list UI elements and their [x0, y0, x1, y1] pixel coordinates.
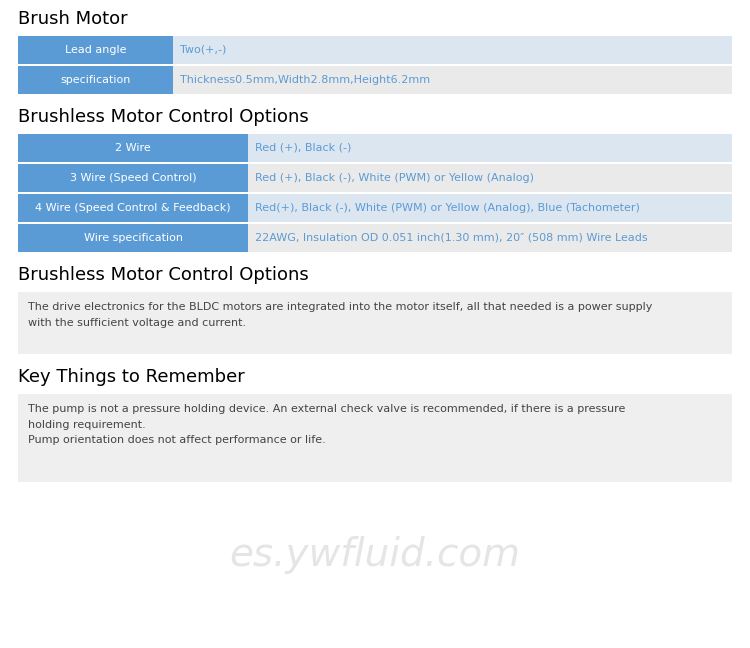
Bar: [18, 194, 248, 222]
Bar: [173, 36, 732, 64]
Text: Red (+), Black (-), White (PWM) or Yellow (Analog): Red (+), Black (-), White (PWM) or Yello…: [255, 173, 534, 183]
Text: Lead angle: Lead angle: [64, 45, 126, 55]
Bar: [248, 134, 732, 162]
Bar: [18, 36, 173, 64]
Bar: [18, 224, 248, 252]
Text: Red(+), Black (-), White (PWM) or Yellow (Analog), Blue (Tachometer): Red(+), Black (-), White (PWM) or Yellow…: [255, 203, 640, 213]
Text: Wire specification: Wire specification: [83, 233, 182, 243]
Text: Red (+), Black (-): Red (+), Black (-): [255, 143, 351, 153]
Text: Brushless Motor Control Options: Brushless Motor Control Options: [18, 266, 309, 284]
Text: specification: specification: [60, 75, 130, 85]
Text: Key Things to Remember: Key Things to Remember: [18, 368, 244, 386]
Bar: [18, 292, 732, 354]
Bar: [18, 164, 248, 192]
Text: Thickness0.5mm,Width2.8mm,Height6.2mm: Thickness0.5mm,Width2.8mm,Height6.2mm: [180, 75, 430, 85]
Bar: [248, 164, 732, 192]
Text: 4 Wire (Speed Control & Feedback): 4 Wire (Speed Control & Feedback): [35, 203, 231, 213]
Text: Brush Motor: Brush Motor: [18, 10, 128, 28]
Text: 3 Wire (Speed Control): 3 Wire (Speed Control): [70, 173, 196, 183]
Text: es.ywfluid.com: es.ywfluid.com: [230, 536, 520, 574]
Text: 22AWG, Insulation OD 0.051 inch(1.30 mm), 20″ (508 mm) Wire Leads: 22AWG, Insulation OD 0.051 inch(1.30 mm)…: [255, 233, 647, 243]
Text: Two(+,-): Two(+,-): [180, 45, 226, 55]
Bar: [18, 134, 248, 162]
Bar: [173, 66, 732, 94]
Bar: [248, 194, 732, 222]
Text: 2 Wire: 2 Wire: [116, 143, 151, 153]
Text: The pump is not a pressure holding device. An external check valve is recommende: The pump is not a pressure holding devic…: [28, 404, 626, 445]
Text: Brushless Motor Control Options: Brushless Motor Control Options: [18, 108, 309, 126]
Bar: [248, 224, 732, 252]
Bar: [18, 394, 732, 482]
Text: The drive electronics for the BLDC motors are integrated into the motor itself, : The drive electronics for the BLDC motor…: [28, 302, 652, 328]
Bar: [18, 66, 173, 94]
